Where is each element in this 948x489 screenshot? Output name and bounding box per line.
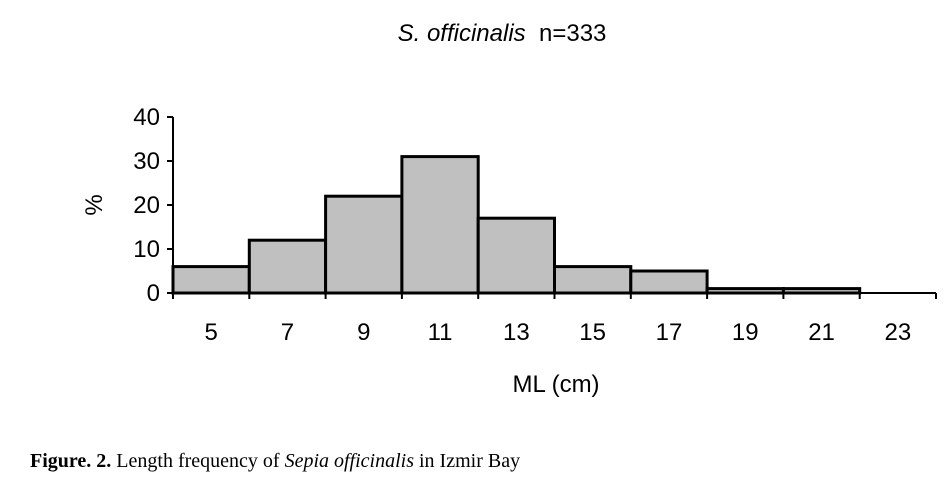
y-tick-label-10: 10 bbox=[133, 236, 160, 263]
bar-5 bbox=[171, 265, 251, 295]
caption-prefix: Figure. 2. bbox=[30, 450, 112, 472]
caption-text-before: Length frequency of bbox=[111, 450, 285, 472]
ticks-group: 0 10 20 30 40 5 7 9 11 13 15 17 19 21 23 bbox=[133, 104, 937, 346]
caption-text-after: in Izmir Bay bbox=[414, 450, 521, 472]
x-tick-label-19: 19 bbox=[732, 319, 759, 346]
x-tick-label-15: 15 bbox=[579, 319, 606, 346]
bar-17 bbox=[629, 269, 709, 295]
x-tick-label-9: 9 bbox=[357, 319, 370, 346]
bar-7 bbox=[247, 238, 328, 295]
bar-9 bbox=[324, 194, 404, 295]
x-tick-label-21: 21 bbox=[808, 319, 835, 346]
x-tick-label-7: 7 bbox=[281, 319, 294, 346]
y-tick-label-30: 30 bbox=[133, 148, 160, 175]
histogram-chart: 0 10 20 30 40 5 7 9 11 13 15 17 19 21 23 % ML (cm) bbox=[81, 104, 937, 398]
title-species: S. officinalis bbox=[397, 20, 526, 47]
y-tick-label-0: 0 bbox=[147, 280, 160, 307]
x-tick-label-23: 23 bbox=[884, 319, 911, 346]
x-axis-label: ML (cm) bbox=[512, 371, 599, 398]
x-tick-label-17: 17 bbox=[656, 319, 683, 346]
bar-11 bbox=[400, 155, 480, 295]
bars-group bbox=[171, 155, 862, 295]
bar-13 bbox=[476, 216, 557, 295]
figure-caption: Figure. 2. Length frequency of Sepia off… bbox=[30, 450, 520, 473]
bar-15 bbox=[553, 265, 633, 295]
x-tick-label-5: 5 bbox=[204, 319, 217, 346]
y-tick-label-40: 40 bbox=[133, 104, 160, 131]
chart-title: S. officinalis n=333 bbox=[0, 20, 948, 48]
x-tick-label-13: 13 bbox=[503, 319, 530, 346]
x-tick-label-11: 11 bbox=[428, 319, 453, 346]
caption-species: Sepia officinalis bbox=[284, 450, 414, 472]
y-axis-label: % bbox=[81, 194, 108, 215]
y-tick-label-20: 20 bbox=[133, 192, 160, 219]
title-sample-size: n=333 bbox=[539, 20, 607, 47]
